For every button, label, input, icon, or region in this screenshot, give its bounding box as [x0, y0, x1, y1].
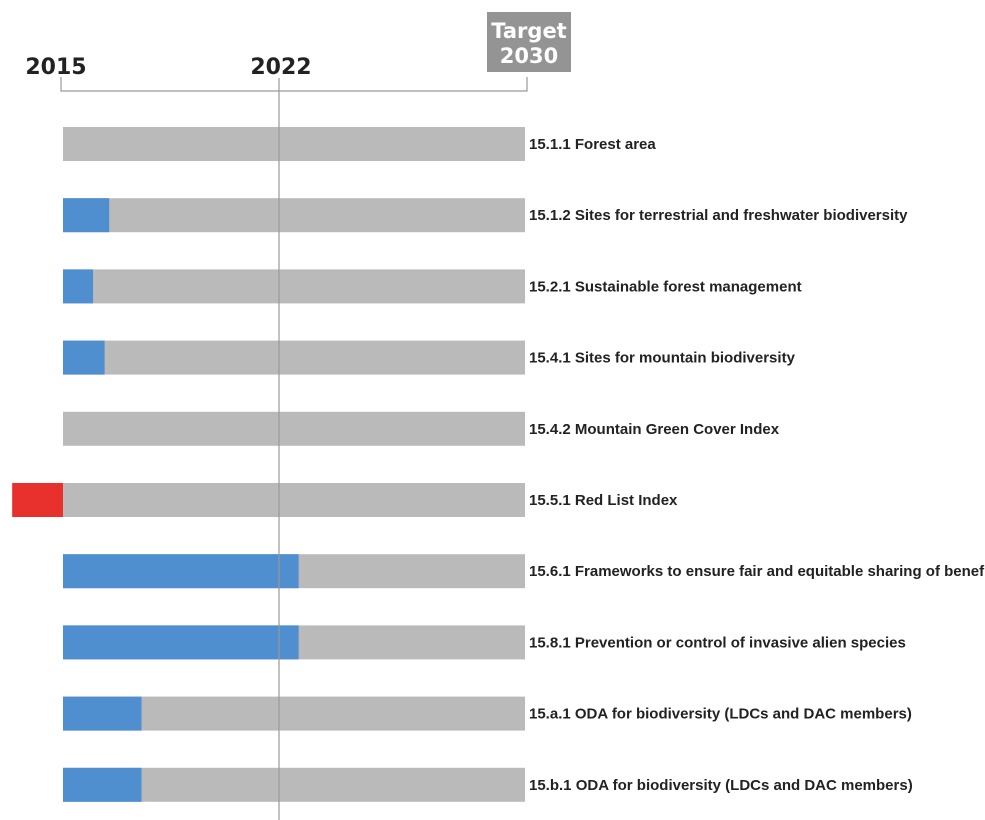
target-track-bar — [63, 411, 525, 446]
indicator-row: 15.a.1 ODA for biodiversity (LDCs and DA… — [63, 696, 912, 731]
progress-bar — [63, 269, 94, 304]
indicator-label: 15.8.1 Prevention or control of invasive… — [529, 634, 906, 651]
indicator-row: 15.6.1 Frameworks to ensure fair and equ… — [63, 554, 985, 589]
indicator-rows: 15.1.1 Forest area 15.1.2 Sites for terre… — [12, 127, 985, 802]
target-track-bar — [63, 340, 525, 375]
progress-bar — [63, 696, 142, 731]
indicator-label: 15.5.1 Red List Index — [529, 492, 678, 509]
indicator-label: 15.6.1 Frameworks to ensure fair and equ… — [529, 563, 985, 580]
target-track-bar — [63, 483, 525, 517]
indicator-label: 15.4.1 Sites for mountain biodiversity — [529, 350, 796, 367]
target-track-bar — [63, 198, 525, 233]
indicator-row: 15.1.1 Forest area — [63, 127, 656, 161]
indicator-label: 15.2.1 Sustainable forest management — [529, 278, 802, 295]
progress-bar — [63, 767, 142, 802]
target-track-bar — [63, 127, 525, 161]
progress-bar — [63, 198, 110, 233]
indicator-row: 15.1.2 Sites for terrestrial and freshwa… — [63, 198, 908, 233]
target-label-line2: 2030 — [500, 44, 558, 68]
progress-bar — [63, 340, 105, 375]
indicator-row: 15.5.1 Red List Index — [12, 483, 678, 517]
indicator-row: 15.b.1 ODA for biodiversity (LDCs and DA… — [63, 767, 913, 802]
regress-bar — [12, 483, 63, 517]
indicator-label: 15.1.1 Forest area — [529, 136, 656, 153]
timeline-header: Target 2030 2015 2022 — [25, 12, 571, 92]
indicator-label: 15.1.2 Sites for terrestrial and freshwa… — [529, 207, 908, 224]
target-track-bar — [63, 269, 525, 304]
indicator-label: 15.4.2 Mountain Green Cover Index — [529, 421, 780, 438]
indicator-row: 15.4.2 Mountain Green Cover Index — [63, 411, 780, 446]
progress-bar — [63, 625, 299, 660]
target-label-line1: Target — [491, 19, 566, 43]
current-year-label: 2022 — [250, 55, 311, 80]
start-year-label: 2015 — [25, 55, 86, 80]
progress-bar — [63, 554, 299, 589]
indicator-label: 15.b.1 ODA for biodiversity (LDCs and DA… — [529, 777, 913, 794]
target-year-box — [487, 12, 571, 72]
indicator-row: 15.2.1 Sustainable forest management — [63, 269, 802, 304]
timeline-bracket — [60, 77, 528, 92]
indicator-label: 15.a.1 ODA for biodiversity (LDCs and DA… — [529, 706, 912, 723]
indicator-row: 15.4.1 Sites for mountain biodiversity — [63, 340, 796, 375]
indicator-row: 15.8.1 Prevention or control of invasive… — [63, 625, 906, 660]
